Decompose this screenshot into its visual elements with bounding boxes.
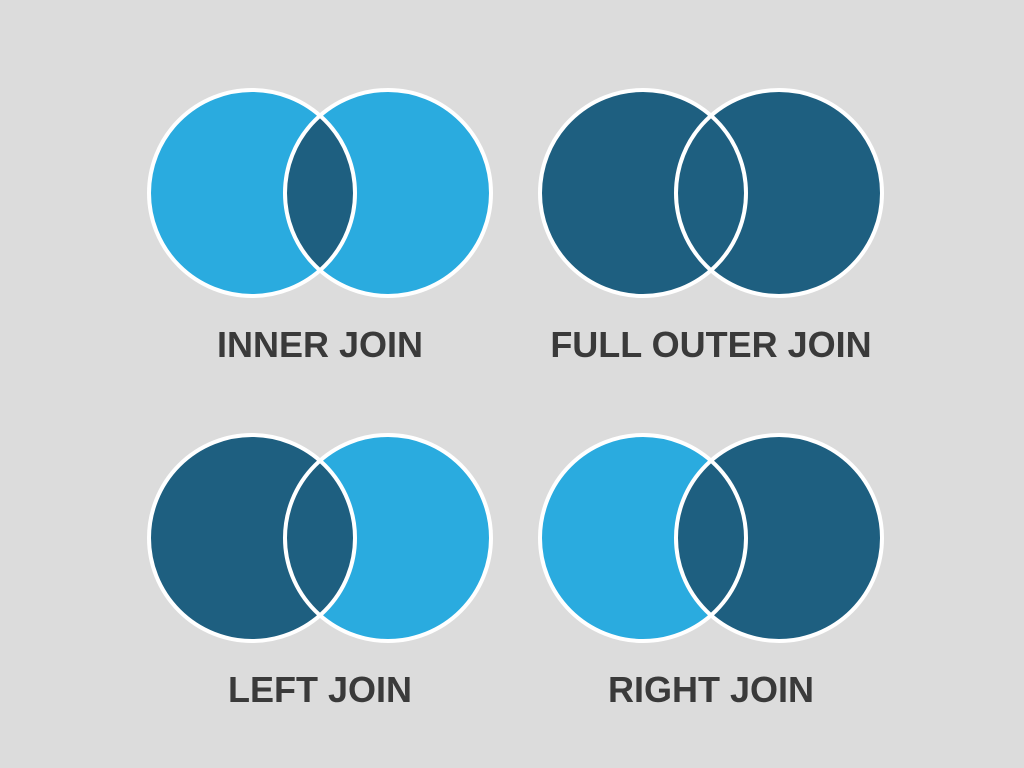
inner-join-intersection (284, 115, 355, 271)
right-join-left-outline (538, 433, 748, 643)
inner-join-right-outline (283, 88, 493, 298)
right-join-diagram: RIGHT JOIN (538, 433, 884, 710)
right-join-intersection (676, 460, 746, 616)
left-join-left-outline (147, 433, 357, 643)
inner-join-diagram: INNER JOIN (147, 88, 493, 365)
full-outer-join-left-outline (538, 88, 748, 298)
full-outer-join-right-outline (674, 88, 884, 298)
left-join-intersection (284, 460, 355, 616)
right-join-label: RIGHT JOIN (608, 669, 814, 710)
right-join-right-outline (674, 433, 884, 643)
inner-join-left-outline (147, 88, 357, 298)
inner-join-label: INNER JOIN (217, 324, 423, 365)
full-outer-join-diagram: FULL OUTER JOIN (538, 88, 884, 365)
left-join-label: LEFT JOIN (228, 669, 412, 710)
full-outer-join-intersection (676, 115, 746, 271)
left-join-diagram: LEFT JOIN (147, 433, 493, 710)
left-join-right-outline (283, 433, 493, 643)
full-outer-join-label: FULL OUTER JOIN (550, 324, 871, 365)
